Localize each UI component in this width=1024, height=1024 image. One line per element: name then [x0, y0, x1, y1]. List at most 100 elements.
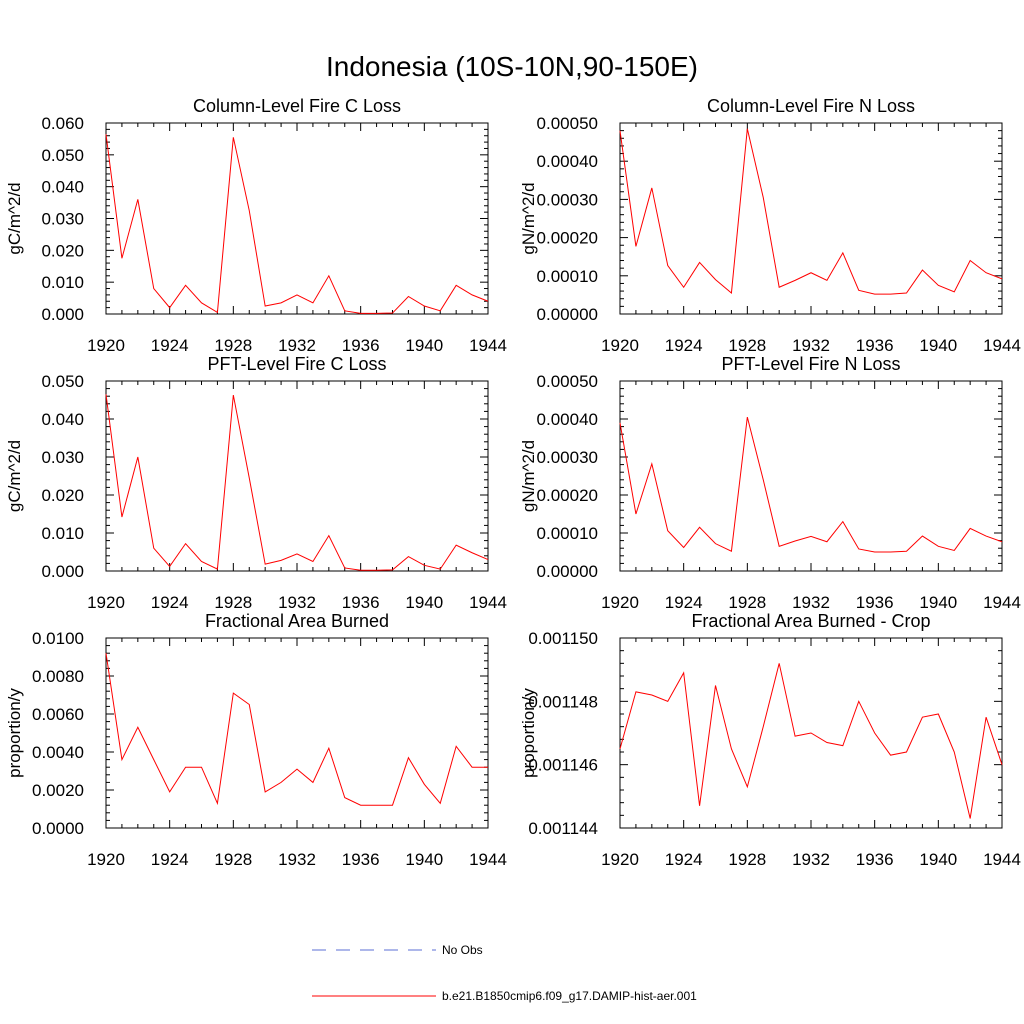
x-tick-label: 1944: [469, 336, 507, 355]
plot-frame: [105, 380, 489, 572]
x-tick-label: 1928: [728, 850, 766, 869]
y-tick-label: 0.00030: [537, 190, 598, 209]
y-tick-label: 0.030: [41, 448, 84, 467]
series-line: [619, 663, 1003, 819]
plot-frame: [619, 380, 1003, 572]
x-tick-label: 1932: [278, 593, 316, 612]
x-tick-label: 1936: [342, 593, 380, 612]
x-tick-label: 1932: [278, 336, 316, 355]
x-tick-label: 1940: [919, 336, 957, 355]
y-tick-label: 0.0020: [32, 781, 84, 800]
x-tick-label: 1920: [87, 850, 125, 869]
legend-label-no-obs: No Obs: [442, 943, 483, 957]
y-tick-label: 0.00040: [537, 152, 598, 171]
series-line: [619, 416, 1003, 553]
plot-frame: [619, 122, 1003, 315]
y-tick-label: 0.060: [41, 114, 84, 133]
y-tick-label: 0.001150: [528, 629, 598, 648]
y-tick-label: 0.00010: [537, 267, 598, 286]
series-line: [105, 653, 488, 806]
y-tick-label: 0.0080: [32, 667, 84, 686]
y-tick-label: 0.050: [41, 146, 84, 165]
chart-panel-pft-level-fire-c-loss: PFT-Level Fire C Loss 1920 1924 1928 1932 193…: [5, 354, 507, 612]
y-tick-label: 0.00000: [537, 562, 598, 581]
x-tick-label: 1936: [342, 336, 380, 355]
x-tick-label: 1944: [469, 850, 507, 869]
y-tick-label: 0.000: [41, 305, 84, 324]
y-axis-label: gC/m^2/d: [5, 182, 24, 254]
x-tick-label: 1928: [728, 336, 766, 355]
x-tick-label: 1928: [728, 593, 766, 612]
y-axis-label: proportion/y: [519, 688, 538, 778]
plot-frame: [105, 637, 489, 829]
y-tick-label: 0.00010: [537, 524, 598, 543]
y-tick-label: 0.020: [41, 241, 84, 260]
x-tick-label: 1944: [983, 593, 1021, 612]
chart-panel-column-level-fire-c-loss: Column-Level Fire C Loss 1920 1924 1928 1932…: [5, 96, 507, 355]
x-tick-label: 1944: [983, 850, 1021, 869]
x-tick-label: 1936: [856, 593, 894, 612]
series-line: [105, 134, 489, 314]
y-axis-label: proportion/y: [5, 688, 24, 778]
x-tick-label: 1924: [665, 850, 703, 869]
y-tick-label: 0.001146: [528, 756, 598, 775]
chart-panel-column-level-fire-n-loss: Column-Level Fire N Loss 1920 1924 1928 1932…: [519, 96, 1021, 355]
y-tick-label: 0.0100: [32, 629, 84, 648]
y-tick-label: 0.0060: [32, 705, 84, 724]
y-tick-label: 0.020: [41, 486, 84, 505]
x-tick-label: 1940: [919, 850, 957, 869]
y-tick-label: 0.040: [41, 178, 84, 197]
y-tick-label: 0.00000: [537, 305, 598, 324]
y-tick-label: 0.0040: [32, 743, 84, 762]
x-tick-label: 1924: [665, 593, 703, 612]
x-tick-label: 1920: [601, 336, 639, 355]
y-tick-label: 0.050: [41, 372, 84, 391]
x-tick-label: 1924: [151, 850, 189, 869]
legend: No Obs b.e21.B1850cmip6.f09_g17.DAMIP-hi…: [312, 943, 697, 1003]
x-tick-label: 1928: [214, 336, 252, 355]
y-tick-label: 0.00020: [537, 229, 598, 248]
y-tick-label: 0.00050: [537, 114, 598, 133]
x-tick-label: 1920: [601, 593, 639, 612]
x-tick-label: 1936: [856, 336, 894, 355]
y-tick-label: 0.010: [41, 524, 84, 543]
chart-title: Column-Level Fire N Loss: [707, 96, 915, 116]
y-tick-label: 0.001144: [528, 819, 598, 838]
chart-title: PFT-Level Fire N Loss: [721, 354, 900, 374]
y-tick-label: 0.000: [41, 562, 84, 581]
x-tick-label: 1936: [342, 850, 380, 869]
figure-title: Indonesia (10S-10N,90-150E): [326, 51, 698, 82]
chart-title: Column-Level Fire C Loss: [193, 96, 401, 116]
chart-panel-fractional-area-burned: Fractional Area Burned 1920 1924 1928 1932 19…: [5, 611, 507, 869]
chart-title: Fractional Area Burned - Crop: [691, 611, 930, 631]
x-tick-label: 1932: [792, 336, 830, 355]
y-tick-label: 0.00040: [537, 410, 598, 429]
chart-panels: Column-Level Fire C Loss 1920 1924 1928 1932…: [5, 96, 1021, 869]
legend-label-model-run: b.e21.B1850cmip6.f09_g17.DAMIP-hist-aer.…: [442, 989, 697, 1003]
x-tick-label: 1932: [278, 850, 316, 869]
x-tick-label: 1940: [405, 850, 443, 869]
y-tick-label: 0.010: [41, 273, 84, 292]
chart-title: Fractional Area Burned: [205, 611, 389, 631]
series-line: [105, 394, 489, 571]
y-tick-label: 0.001148: [528, 692, 598, 711]
chart-panel-pft-level-fire-n-loss: PFT-Level Fire N Loss 1920 1924 1928 1932 193…: [519, 354, 1021, 612]
x-tick-label: 1920: [601, 850, 639, 869]
x-tick-label: 1936: [856, 850, 894, 869]
x-tick-label: 1940: [405, 593, 443, 612]
y-tick-label: 0.040: [41, 410, 84, 429]
chart-panel-fractional-area-burned-crop: Fractional Area Burned - Crop 1920 1924 192…: [519, 611, 1021, 869]
y-axis-label: gN/m^2/d: [519, 182, 538, 254]
y-tick-label: 0.0000: [32, 819, 84, 838]
x-tick-label: 1940: [405, 336, 443, 355]
series-line: [619, 128, 1003, 295]
x-tick-label: 1944: [469, 593, 507, 612]
y-tick-label: 0.030: [41, 210, 84, 229]
x-tick-label: 1928: [214, 593, 252, 612]
x-tick-label: 1924: [151, 593, 189, 612]
y-axis-label: gN/m^2/d: [519, 440, 538, 512]
y-tick-label: 0.00030: [537, 448, 598, 467]
x-tick-label: 1932: [792, 593, 830, 612]
x-tick-label: 1924: [151, 336, 189, 355]
